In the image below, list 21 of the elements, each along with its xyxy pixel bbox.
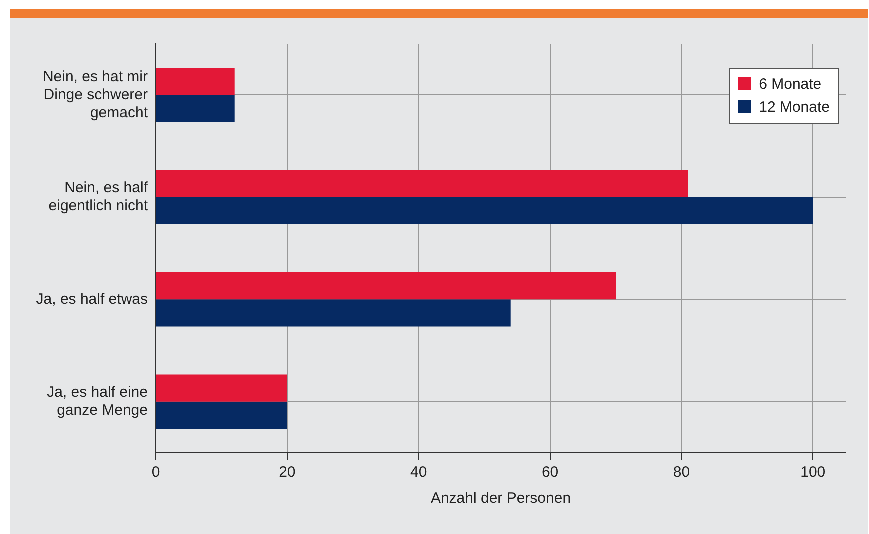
bar (156, 197, 814, 224)
y-tick-label: Ja, es half etwas (36, 290, 148, 308)
x-axis-title: Anzahl der Personen (430, 490, 572, 508)
bar (156, 300, 511, 327)
x-tick-label: 20 (279, 464, 296, 482)
bar (156, 170, 688, 198)
x-tick-label: 80 (673, 464, 690, 482)
x-tick-label: 100 (800, 464, 826, 482)
bar (156, 272, 616, 300)
x-tick-label: 0 (152, 464, 160, 482)
bar (156, 402, 288, 429)
y-tick-label: Ja, es half eine ganze Menge (47, 384, 148, 420)
legend-label: 12 Monate (758, 98, 830, 118)
y-tick-label: Nein, es half eigentlich nicht (48, 180, 149, 215)
y-tick-label: Nein, es hat mir Dinge schwerer gemacht (42, 68, 149, 122)
x-tick-label: 60 (542, 464, 559, 482)
bar (156, 374, 288, 402)
bar (156, 95, 235, 122)
x-tick-label: 40 (410, 464, 428, 482)
legend-label: 6 Monate (758, 75, 823, 95)
bar (156, 68, 235, 96)
